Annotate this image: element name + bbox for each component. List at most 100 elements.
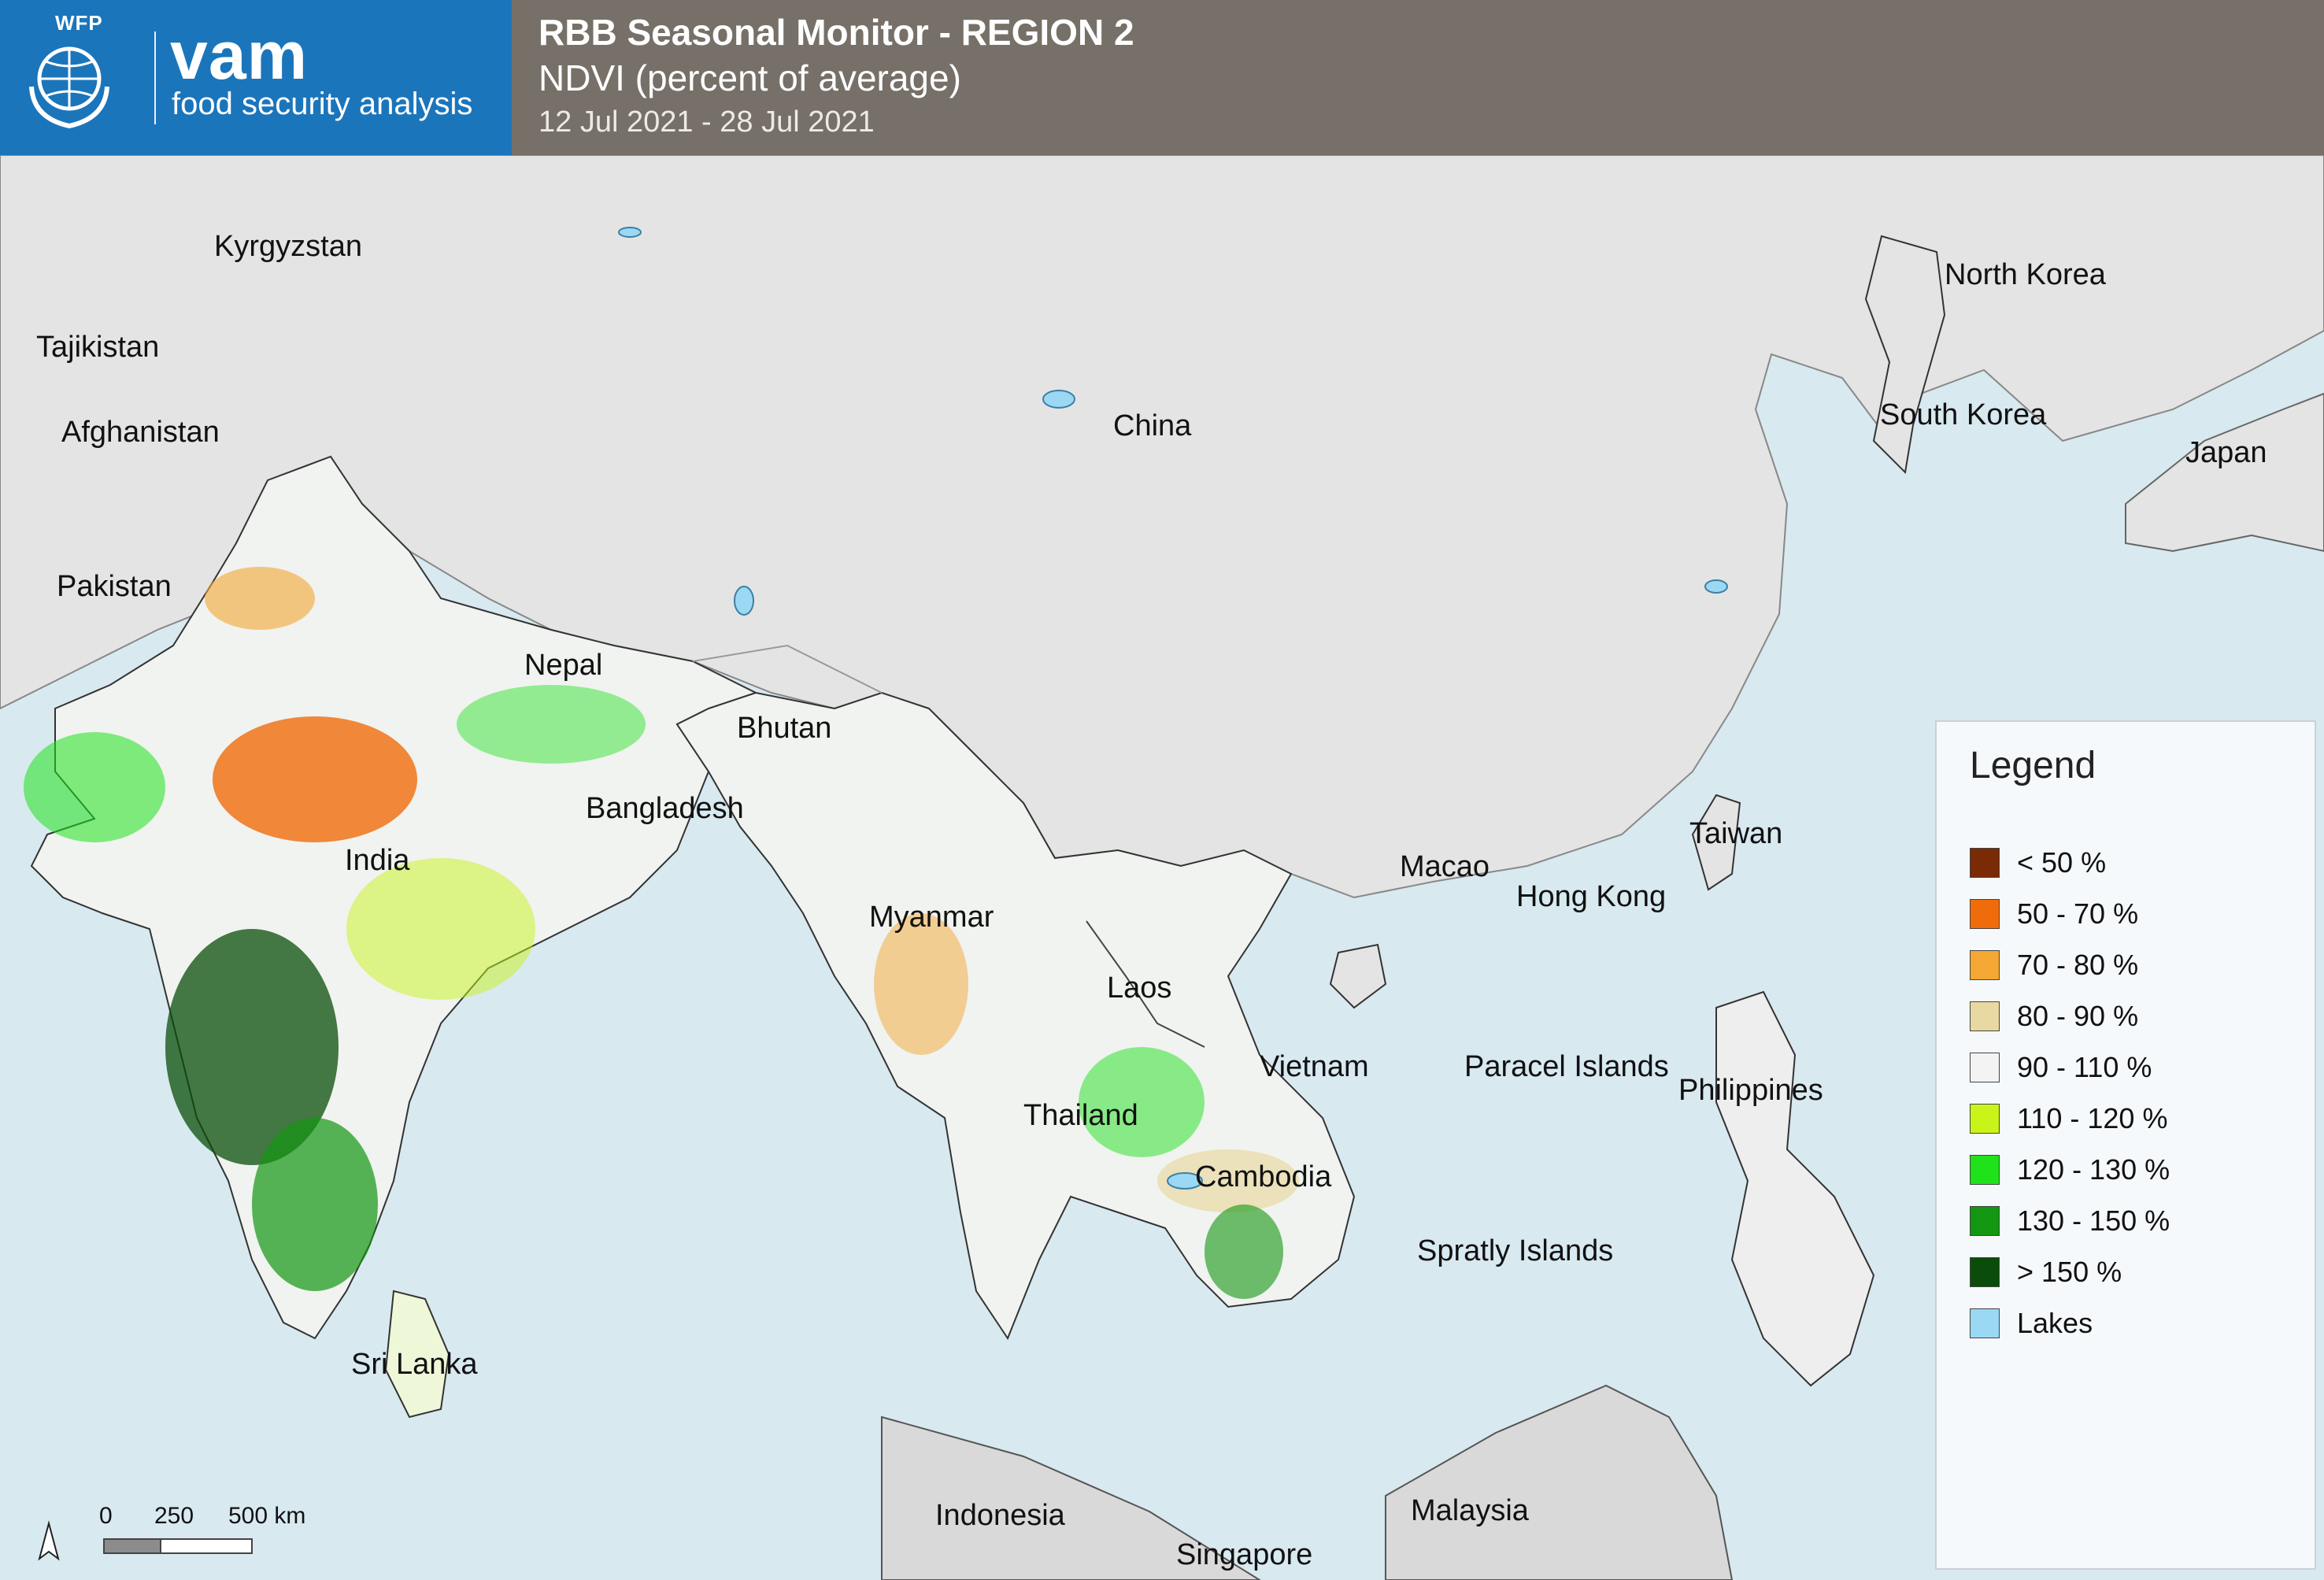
border-laos (1086, 920, 1205, 1048)
legend-swatch (1970, 899, 2000, 929)
ndvi-patch-myanmar-tan (874, 913, 968, 1055)
lake-tonle-sap (1167, 1172, 1203, 1190)
land-indonesia (881, 1415, 1261, 1580)
legend-item-120-130: 120 - 130 % (1970, 1153, 2170, 1187)
legend-label: > 150 % (2017, 1256, 2122, 1288)
label-india: India (345, 844, 410, 877)
map-title: RBB Seasonal Monitor - REGION 2 (538, 12, 1134, 53)
land-philippines (1715, 990, 1875, 1387)
label-japan: Japan (2185, 436, 2267, 469)
scale-tick-250: 250 (154, 1503, 194, 1529)
map-subtitle: NDVI (percent of average) (538, 57, 961, 98)
scale-tick-500: 500 km (228, 1503, 305, 1529)
label-myanmar: Myanmar (869, 901, 994, 934)
wfp-emblem-icon (29, 46, 109, 129)
label-macao: Macao (1400, 850, 1490, 883)
title-bar: RBB Seasonal Monitor - REGION 2 NDVI (pe… (512, 0, 2324, 155)
ndvi-patch-gujarat-green (24, 732, 165, 842)
scale-bar: 0 250 500 km (38, 1503, 305, 1561)
label-hong-kong: Hong Kong (1516, 880, 1667, 913)
legend-swatch (1970, 1308, 2000, 1338)
brand-divider (154, 31, 156, 124)
legend-item-50-70: 50 - 70 % (1970, 897, 2138, 931)
legend-swatch (1970, 1053, 2000, 1082)
brand-subtitle: food security analysis (172, 87, 473, 121)
wfp-label: WFP (55, 11, 103, 35)
label-tajikistan: Tajikistan (36, 331, 160, 364)
legend-item-lakes: Lakes (1970, 1306, 2093, 1341)
lake-tibet-1 (734, 586, 754, 616)
legend-panel: Legend < 50 % 50 - 70 % 70 - 80 % 80 - 9… (1935, 720, 2316, 1570)
ndvi-patch-central-india-orange (213, 716, 417, 842)
lake-china-east (1704, 579, 1728, 594)
lake-tibet-2 (618, 227, 642, 238)
brand-panel: WFP vam food security analysis (0, 0, 512, 155)
legend-swatch (1970, 1104, 2000, 1134)
ndvi-patch-deccan-darkgreen (165, 929, 339, 1165)
legend-item-lt50: < 50 % (1970, 846, 2106, 880)
land-borneo (1385, 1384, 1734, 1580)
legend-label: 80 - 90 % (2017, 1000, 2139, 1032)
ndvi-patch-south-india-green (252, 1118, 378, 1291)
legend-item-130-150: 130 - 150 % (1970, 1204, 2170, 1238)
legend-title: Legend (1970, 745, 2096, 786)
label-taiwan: Taiwan (1689, 817, 1783, 850)
legend-swatch (1970, 1155, 2000, 1185)
legend-item-110-120: 110 - 120 % (1970, 1101, 2167, 1136)
ndvi-patch-mekong-green (1205, 1204, 1283, 1299)
north-arrow-icon (38, 1520, 60, 1561)
legend-swatch (1970, 1001, 2000, 1031)
legend-item-90-110: 90 - 110 % (1970, 1050, 2152, 1085)
ndvi-patch-cambodia-tan (1157, 1149, 1299, 1212)
label-paracel-islands: Paracel Islands (1464, 1050, 1669, 1083)
label-south-korea: South Korea (1880, 398, 2047, 431)
scale-tick-0: 0 (99, 1503, 113, 1529)
legend-label: 130 - 150 % (2017, 1204, 2170, 1237)
legend-swatch (1970, 950, 2000, 980)
ndvi-patch-thailand-green (1079, 1047, 1205, 1157)
label-bangladesh: Bangladesh (586, 792, 744, 825)
date-range: 12 Jul 2021 - 28 Jul 2021 (538, 105, 875, 139)
legend-label: 70 - 80 % (2017, 949, 2139, 981)
label-pakistan: Pakistan (57, 570, 172, 603)
legend-swatch (1970, 1257, 2000, 1287)
legend-label: 120 - 130 % (2017, 1153, 2170, 1186)
land-taiwan (1691, 794, 1741, 891)
label-china: China (1113, 409, 1192, 442)
label-cambodia: Cambodia (1195, 1160, 1332, 1193)
legend-swatch (1970, 1206, 2000, 1236)
land-hainan (1329, 943, 1387, 1009)
ndvi-patch-punjab-orange (205, 567, 315, 630)
land-japan (2125, 392, 2324, 553)
label-malaysia: Malaysia (1411, 1494, 1529, 1527)
legend-label: Lakes (2017, 1307, 2093, 1339)
label-bhutan: Bhutan (737, 712, 832, 745)
legend-item-70-80: 70 - 80 % (1970, 948, 2138, 982)
label-thailand: Thailand (1023, 1099, 1138, 1132)
land-srilanka (384, 1290, 450, 1419)
legend-label: 90 - 110 % (2017, 1051, 2152, 1083)
label-philippines: Philippines (1678, 1074, 1823, 1107)
label-spratly-islands: Spratly Islands (1417, 1234, 1614, 1267)
label-north-korea: North Korea (1945, 258, 2106, 291)
legend-item-80-90: 80 - 90 % (1970, 999, 2138, 1034)
vam-logo-text: vam (170, 18, 309, 94)
border-china-tibet (692, 644, 883, 694)
legend-item-gt150: > 150 % (1970, 1255, 2122, 1290)
ndvi-patch-india-lime (346, 858, 535, 1000)
land-korea (1864, 235, 1946, 475)
ndvi-patch-ganges-green (457, 685, 646, 764)
legend-label: 110 - 120 % (2017, 1102, 2168, 1134)
legend-label: 50 - 70 % (2017, 897, 2139, 930)
label-kyrgyzstan: Kyrgyzstan (214, 230, 362, 263)
label-sri-lanka: Sri Lanka (351, 1348, 478, 1381)
legend-label: < 50 % (2017, 846, 2107, 879)
label-vietnam: Vietnam (1260, 1050, 1369, 1083)
label-afghanistan: Afghanistan (61, 416, 220, 449)
label-singapore: Singapore (1176, 1538, 1313, 1571)
legend-swatch (1970, 848, 2000, 878)
label-laos: Laos (1107, 971, 1172, 1005)
label-nepal: Nepal (524, 649, 603, 682)
lake-qinghai (1042, 390, 1075, 409)
label-indonesia: Indonesia (935, 1499, 1065, 1532)
